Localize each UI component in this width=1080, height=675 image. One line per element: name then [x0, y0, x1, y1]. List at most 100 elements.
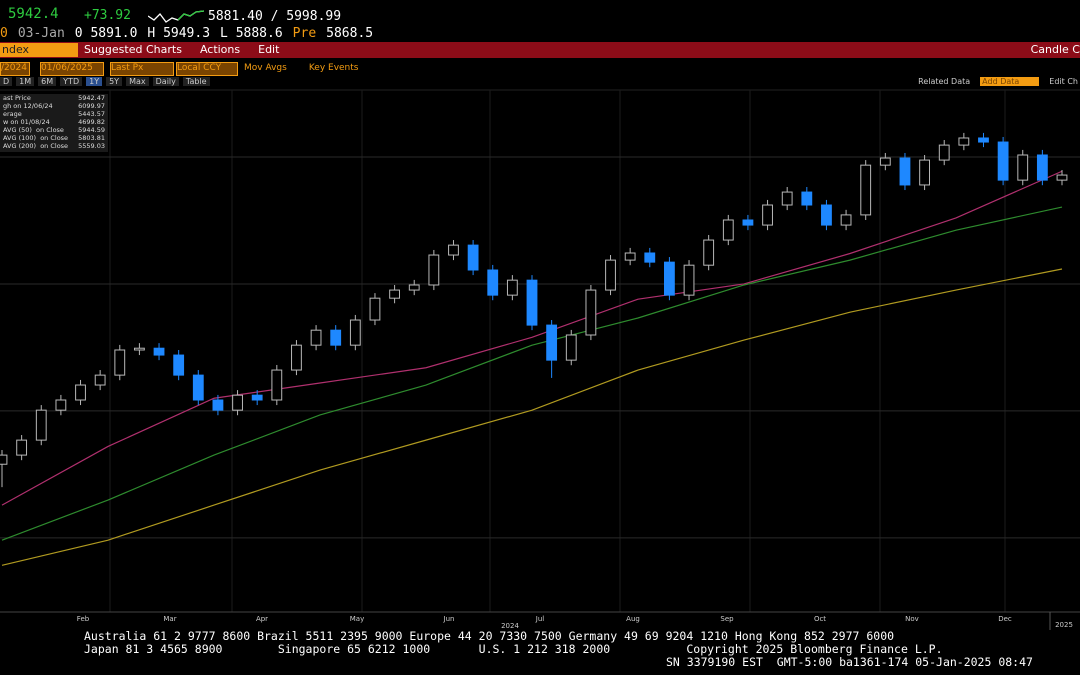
quote-field: L 5888.6 — [220, 26, 283, 41]
candle-body — [428, 254, 440, 286]
legend-label: AVG (50) on Close — [3, 126, 64, 134]
candle-body — [821, 204, 832, 226]
footer-line: SN 3379190 EST GMT-5:00 ba1361-174 05-Ja… — [666, 655, 1033, 669]
day-range: 5881.40 / 5998.99 — [208, 9, 342, 24]
moving-average — [1, 206, 1063, 541]
candle-body — [506, 279, 518, 296]
x-tick-label: Dec — [998, 615, 1012, 623]
candle-body — [840, 214, 852, 226]
candle-body — [703, 239, 715, 266]
legend-value: 6099.97 — [78, 102, 105, 110]
year-label: 2025 — [1055, 621, 1073, 629]
period-button[interactable]: Table — [182, 77, 210, 86]
candle-body — [408, 284, 420, 291]
candle-body — [0, 454, 8, 465]
candle-body — [742, 219, 754, 226]
legend-value: 4699.82 — [78, 118, 105, 126]
candle-body — [389, 289, 400, 299]
candle-body — [232, 394, 243, 411]
candle-body — [546, 324, 558, 361]
candle-body — [35, 409, 47, 441]
legend-label: AVG (200) on Close — [3, 142, 69, 150]
candle-body — [369, 297, 381, 321]
candle-body — [487, 269, 499, 296]
period-button[interactable]: 1M — [16, 77, 35, 86]
start-date[interactable]: /2024 — [0, 62, 30, 76]
candle-body — [94, 374, 106, 386]
x-tick-label: Mar — [163, 615, 176, 623]
candle-body — [134, 347, 145, 351]
x-tick-label: Sep — [720, 615, 734, 623]
period-button[interactable]: YTD — [60, 77, 83, 86]
candle-body — [1036, 154, 1048, 181]
candle-body — [978, 137, 989, 143]
x-tick-label: May — [350, 615, 364, 623]
quote-field: 5868.5 — [326, 26, 374, 41]
candle-body — [271, 369, 283, 401]
period-button[interactable]: 1Y — [86, 77, 103, 86]
candle-body — [879, 157, 891, 166]
x-tick-label: Jun — [443, 615, 455, 623]
menu-items: Suggested Charts Actions Edit — [84, 43, 279, 56]
toggles: Mov Avgs Key Events — [244, 63, 358, 73]
quote-row: 0 03-Jan 0 5891.0 H 5949.3 L 5888.6 Pre 5868.5 — [0, 26, 373, 41]
sparkline — [148, 10, 204, 23]
candle-body — [16, 439, 28, 456]
currency-select[interactable]: Local CCY — [176, 62, 238, 76]
x-tick-label: Apr — [256, 615, 268, 623]
menu-item[interactable]: Suggested Charts — [84, 43, 182, 56]
legend-row: AVG (100) on Close 5803.81 — [0, 134, 108, 142]
vertical-grid — [109, 90, 1006, 612]
right-control[interactable]: Related Data — [918, 77, 971, 86]
candle-body — [1056, 174, 1068, 181]
candle-body — [55, 399, 67, 411]
right-control[interactable]: Edit Ch — [1049, 77, 1078, 86]
period-button[interactable]: 5Y — [106, 77, 123, 86]
legend-box: ast Price 5942.47 gh on 12/06/24 6099.97 era… — [0, 94, 108, 152]
toggle[interactable]: Mov Avgs — [244, 63, 287, 73]
legend-row: gh on 12/06/24 6099.97 — [0, 102, 108, 110]
candle-body — [448, 244, 459, 256]
legend-label: erage — [3, 110, 22, 118]
candle-body — [526, 279, 538, 326]
legend-value: 5944.59 — [78, 126, 105, 134]
ticker-box[interactable]: ndex — [0, 43, 78, 57]
toggle[interactable]: Key Events — [308, 63, 359, 73]
x-tick-label: Feb — [77, 615, 90, 623]
menu-item[interactable]: Actions — [199, 43, 241, 56]
candle-body — [1017, 154, 1029, 181]
x-tick-label: Jul — [535, 615, 545, 623]
candle-body — [644, 252, 656, 263]
candle-body — [153, 347, 165, 356]
candle-body — [114, 349, 126, 376]
candle-body — [997, 141, 1009, 181]
period-button[interactable]: 6M — [38, 77, 57, 86]
end-date[interactable]: 01/06/2025 — [40, 62, 104, 76]
chart-type[interactable]: Candle C — [1030, 43, 1080, 56]
legend-row: AVG (200) on Close 5559.03 — [0, 142, 108, 150]
field-select[interactable]: Last Px — [110, 62, 174, 76]
period-buttons: D 1M 6M YTD 1Y 5Y Max Daily Table — [0, 77, 210, 86]
candle-body — [565, 334, 577, 361]
candle-body — [173, 354, 185, 376]
period-button[interactable]: Max — [126, 77, 149, 86]
period-button[interactable]: D — [0, 77, 13, 86]
menu-bar — [0, 42, 1080, 58]
right-controls: Related Data Add Data Edit Ch — [918, 77, 1078, 86]
candle-body — [958, 137, 970, 146]
candle-body — [212, 399, 224, 411]
period-button[interactable]: Daily — [152, 77, 179, 86]
candle-body — [291, 344, 302, 371]
menu-item[interactable]: Edit — [258, 43, 280, 56]
x-tick-label: Aug — [626, 615, 640, 623]
legend-label: AVG (100) on Close — [3, 134, 69, 142]
legend-value: 5559.03 — [78, 142, 105, 150]
x-tick-label: Nov — [905, 615, 919, 623]
candle-body — [683, 264, 695, 296]
moving-average — [1, 268, 1063, 566]
year-label: 2024 — [501, 622, 519, 630]
right-control[interactable]: Add Data — [980, 77, 1040, 86]
last-price: 5942.4 — [8, 6, 59, 22]
